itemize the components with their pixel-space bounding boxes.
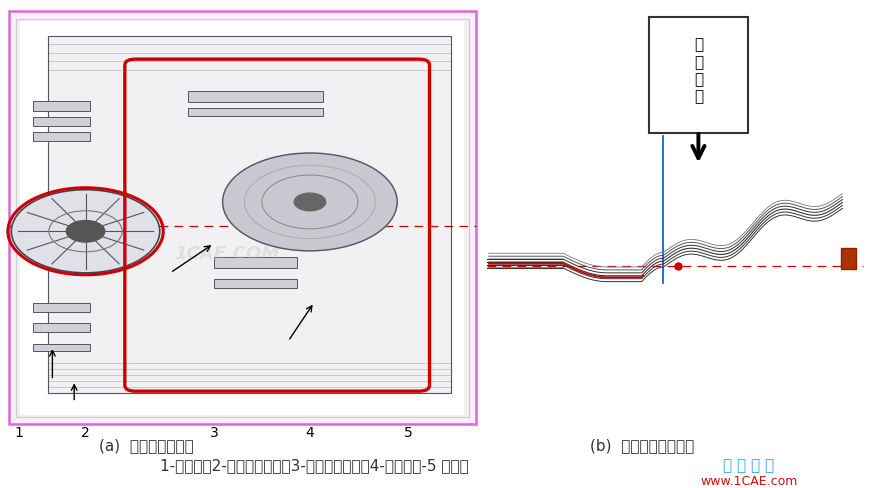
FancyBboxPatch shape — [650, 18, 747, 134]
Text: (a)  拉延工艺平面图: (a) 拉延工艺平面图 — [100, 438, 194, 452]
Bar — [33, 133, 90, 142]
Bar — [188, 108, 323, 117]
Bar — [33, 345, 90, 351]
Text: 4: 4 — [306, 425, 314, 439]
Bar — [485, 12, 864, 425]
Bar — [188, 92, 323, 102]
Text: www.1CAE.com: www.1CAE.com — [700, 474, 798, 487]
Bar — [214, 279, 297, 288]
Bar — [841, 249, 856, 269]
Bar — [9, 12, 476, 425]
Bar — [33, 304, 90, 312]
Text: 1CAE.COM: 1CAE.COM — [175, 245, 279, 263]
Circle shape — [66, 221, 105, 243]
Text: 3: 3 — [210, 425, 218, 439]
Text: (b)  拉延工艺冲压方向: (b) 拉延工艺冲压方向 — [589, 438, 694, 452]
Text: 仿 真 在 线: 仿 真 在 线 — [724, 457, 774, 472]
Text: 2: 2 — [81, 425, 90, 439]
Text: ZC: ZC — [665, 126, 678, 136]
Text: 冲
压
方
向: 冲 压 方 向 — [694, 37, 703, 104]
Bar — [16, 20, 469, 417]
Bar — [20, 22, 464, 415]
Bar — [33, 323, 90, 332]
Polygon shape — [48, 37, 451, 393]
Bar — [214, 258, 297, 268]
Circle shape — [223, 154, 397, 251]
Bar — [33, 102, 90, 112]
Text: 5: 5 — [404, 425, 413, 439]
Bar — [33, 118, 90, 127]
Text: 1: 1 — [15, 425, 24, 439]
Text: 1-压料面；2-上凸模分模线；3-下凸模分模线；4-坏料线；-5 拉延筋: 1-压料面；2-上凸模分模线；3-下凸模分模线；4-坏料线；-5 拉延筋 — [160, 457, 469, 472]
Circle shape — [11, 190, 160, 273]
Circle shape — [294, 194, 326, 211]
